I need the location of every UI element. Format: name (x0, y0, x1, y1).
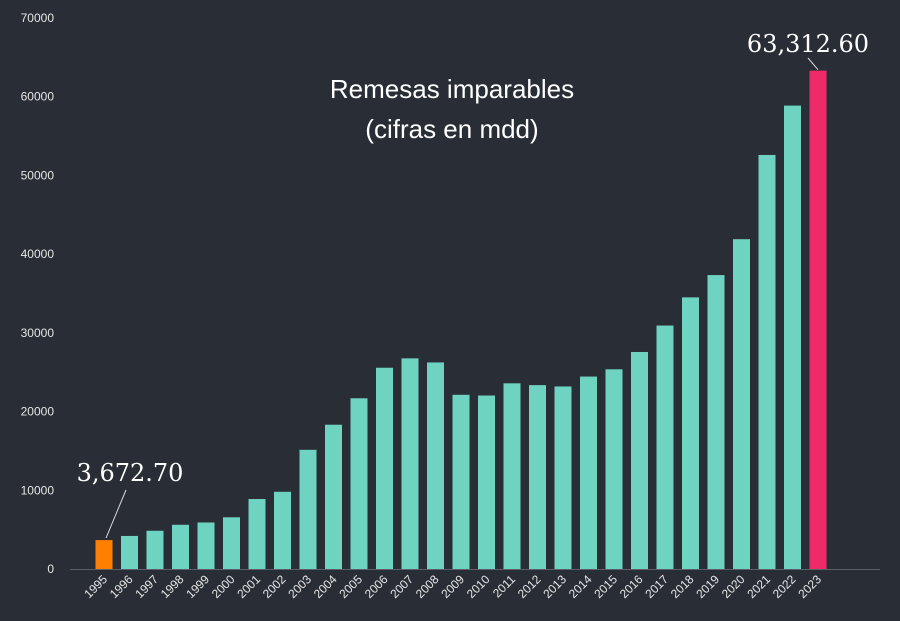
y-tick-label: 10000 (21, 483, 55, 497)
bar-2002 (274, 491, 291, 569)
bar-2022 (784, 105, 801, 569)
bar-2006 (376, 367, 393, 569)
bar-2020 (733, 239, 750, 570)
bar-1998 (172, 524, 189, 569)
bar-2008 (427, 362, 444, 569)
y-axis: 0 10000 20000 30000 40000 50000 60000 70000 (21, 11, 55, 576)
bar-2012 (529, 385, 546, 569)
bar-2016 (631, 351, 648, 569)
annotation-label: 3,672.70 (77, 459, 184, 487)
bar-2003 (299, 449, 317, 569)
bar-2018 (682, 297, 699, 569)
chart-title-line-1: Remesas imparables (330, 74, 574, 104)
bar-2011 (503, 383, 521, 569)
bar-1997 (146, 530, 164, 569)
bar-2010 (478, 395, 495, 569)
annotation-label: 63,312.60 (747, 30, 869, 58)
bar-2015 (605, 369, 623, 569)
bar-2007 (401, 358, 419, 569)
bar-1999 (197, 522, 215, 569)
bar-1995 (95, 540, 113, 569)
y-tick-label: 30000 (21, 326, 55, 340)
bar-2004 (325, 424, 342, 569)
y-tick-label: 60000 (21, 90, 55, 104)
y-tick-label: 0 (47, 562, 54, 576)
chart-title-line-2: (cifras en mdd) (365, 114, 538, 144)
bar-2021 (758, 154, 776, 569)
bar-2017 (656, 325, 674, 569)
bar-2014 (580, 376, 597, 569)
bar-2009 (452, 394, 470, 569)
bar-2023 (809, 70, 827, 569)
bar-2001 (248, 499, 266, 569)
annotations-group: 3,672.70 63,312.60 (77, 30, 869, 539)
annotation-leader-line (807, 57, 819, 70)
bars-group (95, 70, 827, 570)
y-tick-label: 20000 (21, 405, 55, 419)
y-tick-label: 70000 (21, 11, 55, 25)
annotation-leader-line (105, 489, 127, 539)
y-tick-label: 50000 (21, 168, 55, 182)
bar-2013 (554, 386, 572, 569)
bar-2019 (707, 275, 725, 569)
y-tick-label: 40000 (21, 247, 55, 261)
bar-2000 (223, 517, 240, 569)
bar-1996 (121, 535, 138, 569)
bar-2005 (350, 398, 368, 569)
